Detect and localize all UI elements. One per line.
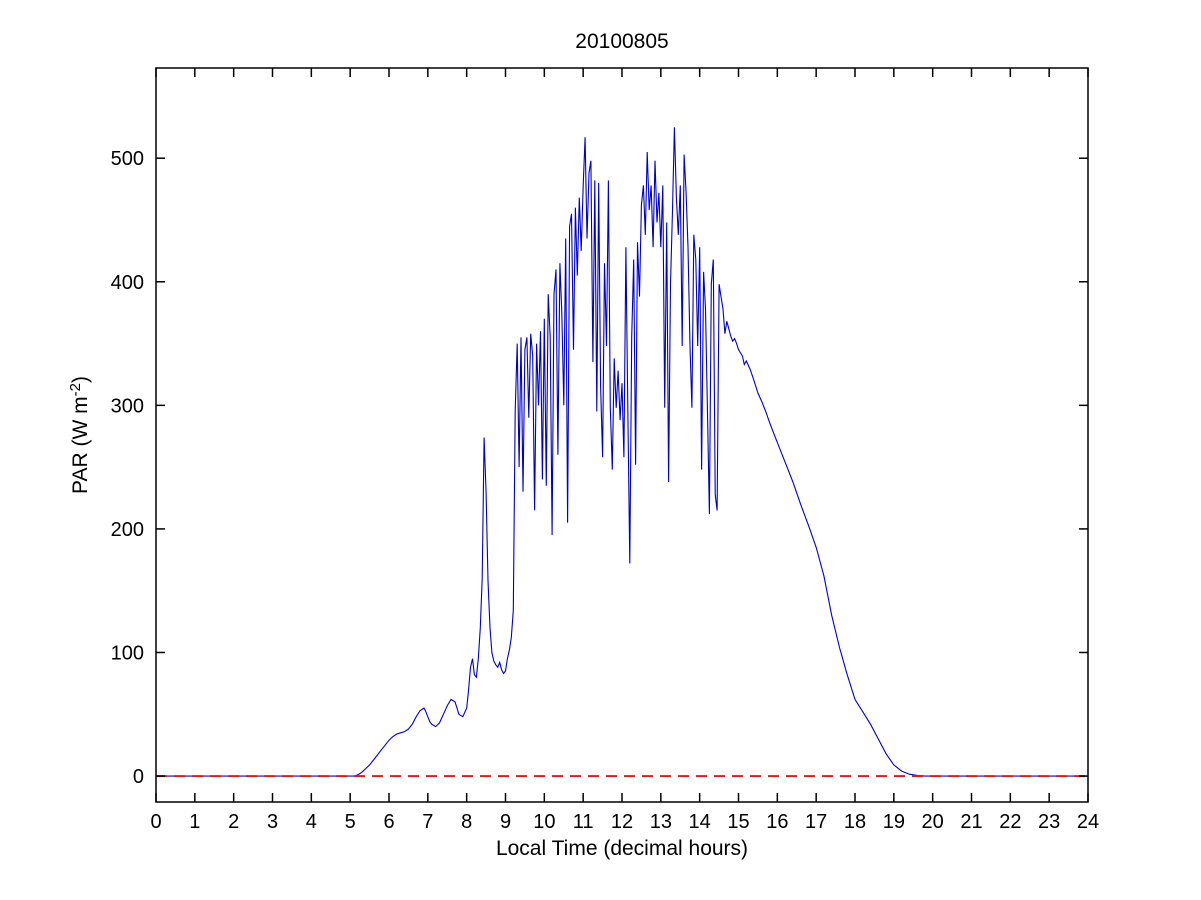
y-ticks: 0 100 200 300 400 500	[111, 148, 1088, 788]
y-tick-label-300: 300	[111, 395, 144, 417]
x-tick-label-24: 24	[1077, 811, 1099, 833]
x-tick-label-21: 21	[960, 811, 982, 833]
x-tick-label-18: 18	[844, 811, 866, 833]
x-tick-label-7: 7	[422, 811, 433, 833]
x-tick-label-8: 8	[461, 811, 472, 833]
y-tick-label-0: 0	[133, 766, 144, 788]
x-tick-label-0: 0	[150, 811, 161, 833]
x-tick-label-6: 6	[383, 811, 394, 833]
x-tick-label-16: 16	[766, 811, 788, 833]
x-tick-label-23: 23	[1038, 811, 1060, 833]
x-tick-label-19: 19	[883, 811, 905, 833]
x-tick-label-20: 20	[922, 811, 944, 833]
x-tick-label-1: 1	[189, 811, 200, 833]
y-tick-label-100: 100	[111, 642, 144, 664]
x-tick-label-4: 4	[306, 811, 317, 833]
y-tick-label-400: 400	[111, 272, 144, 294]
x-tick-label-14: 14	[689, 811, 711, 833]
x-tick-label-13: 13	[650, 811, 672, 833]
series-lines	[156, 127, 1088, 778]
x-tick-label-15: 15	[727, 811, 749, 833]
x-tick-label-12: 12	[611, 811, 633, 833]
x-axis-label: Local Time (decimal hours)	[495, 837, 749, 860]
x-tick-label-11: 11	[573, 811, 594, 833]
x-tick-label-9: 9	[500, 811, 511, 833]
x-tick-label-22: 22	[999, 811, 1021, 833]
y-tick-label-200: 200	[111, 519, 144, 541]
x-tick-label-3: 3	[267, 811, 278, 833]
x-tick-label-17: 17	[805, 811, 827, 833]
x-tick-label-2: 2	[228, 811, 239, 833]
series-PAR	[156, 127, 1088, 777]
x-ticks: 0 1 2 3 4 5 6 7 8 9 10 11 12 13 14 15 16 17 18 19 20 21 22 23 24	[150, 68, 1099, 833]
x-tick-label-10: 10	[533, 811, 555, 833]
chart-title: 20100805	[575, 30, 669, 53]
x-tick-label-5: 5	[345, 811, 356, 833]
y-tick-label-500: 500	[111, 148, 144, 170]
plot-box	[155, 67, 1089, 803]
